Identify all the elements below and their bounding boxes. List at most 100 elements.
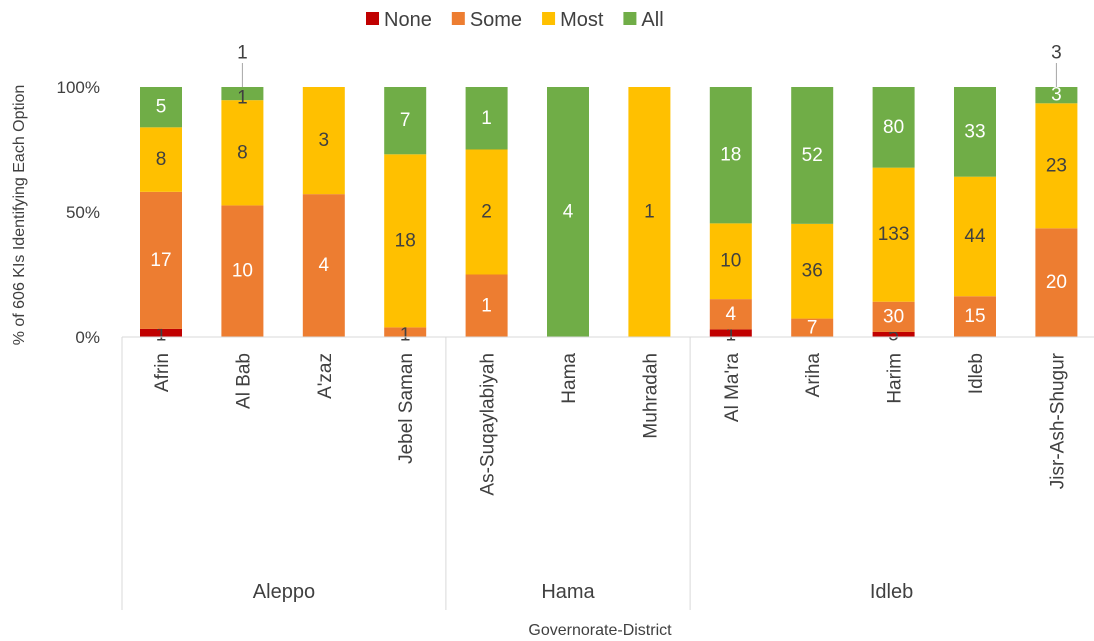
data-label: 1: [400, 325, 411, 346]
x-tick-label: Hama: [559, 353, 580, 404]
bar-stack: 1: [628, 87, 671, 337]
x-tick-label: Harim: [885, 353, 906, 404]
y-tick-label: 0%: [75, 328, 100, 347]
bar-segment-most: [709, 223, 752, 300]
data-label: 4: [726, 304, 737, 325]
data-label: 44: [964, 226, 986, 247]
legend-label: Most: [560, 9, 604, 31]
data-label: 52: [802, 145, 823, 166]
data-label: 1: [237, 88, 248, 109]
group-label: Idleb: [870, 581, 913, 603]
data-label: 36: [802, 261, 823, 282]
x-tick-label: Idleb: [966, 353, 987, 394]
group-label: Hama: [541, 581, 595, 603]
y-tick-label: 100%: [57, 78, 100, 97]
bar-segment-some: [1035, 228, 1078, 337]
data-label: 2: [481, 202, 492, 223]
bar-segment-some: [954, 296, 996, 337]
bar-segment-most: [1035, 103, 1078, 229]
data-label: 1: [481, 295, 492, 316]
group-label: Aleppo: [253, 581, 315, 603]
bar-stack: 20 23 3 3: [1035, 43, 1078, 337]
data-label: 1: [726, 325, 737, 346]
y-axis: 0% 50% 100%: [57, 78, 100, 347]
data-label: 1: [481, 108, 492, 129]
data-label: 1: [156, 325, 167, 346]
data-label: 17: [150, 250, 171, 271]
bar-stack: 43: [302, 87, 345, 337]
bar-segment-most: [791, 223, 834, 319]
data-label: 133: [878, 224, 910, 245]
bar-segment-most: [221, 100, 264, 206]
data-label: 20: [1046, 272, 1067, 293]
x-tick-label: Ariha: [803, 353, 824, 398]
y-tick-label: 50%: [66, 203, 100, 222]
legend-swatch: [542, 12, 556, 25]
data-label: 4: [563, 202, 574, 223]
bar-segment-some: [465, 274, 508, 337]
bar-segment-all: [954, 87, 996, 177]
data-label: 3: [1051, 85, 1062, 106]
bar-segment-none: [872, 331, 915, 337]
bar-segment-some: [221, 205, 264, 337]
bar-segment-all: [384, 87, 427, 155]
data-label: 7: [807, 317, 818, 338]
x-tick-label: Al Ma'ra: [722, 353, 743, 423]
bar-segment-all: [1035, 87, 1078, 104]
bar-segment-some: [791, 318, 834, 337]
bar-segment-all: [872, 87, 915, 168]
bar-segment-some: [872, 301, 915, 332]
data-label: 18: [395, 230, 416, 251]
x-tick-label: Muhradah: [640, 353, 661, 439]
bar-segment-some: [709, 299, 752, 330]
bar-stack: 1 2 1: [465, 87, 508, 337]
data-label: 80: [883, 117, 904, 138]
data-label: 10: [720, 251, 741, 272]
legend-swatch: [451, 12, 465, 25]
x-axis: Afrin Al Bab A'zaz Jebel Saman As-Suqaylabiy…: [121, 336, 1094, 610]
bar-segment-all: [465, 87, 508, 150]
legend-swatch: [623, 12, 637, 25]
data-label: 23: [1046, 155, 1067, 176]
bar-stack: 14 10 18: [709, 87, 752, 346]
bar-stack: 530 133 80: [872, 87, 915, 346]
callout-label: 3: [1051, 43, 1062, 64]
data-label: 8: [156, 149, 167, 170]
bar-segment-all: [791, 87, 834, 224]
legend-label: All: [641, 9, 663, 31]
bar-stack: 1 18 7: [384, 87, 427, 346]
bar-segment-all: [221, 87, 264, 101]
legend-swatch: [366, 12, 379, 25]
bar-segment-most: [872, 167, 915, 302]
bar-stack: 10 8 1 1: [221, 43, 264, 337]
data-label: 7: [400, 110, 411, 131]
data-label: 15: [964, 306, 985, 327]
bar-segment-some: [140, 191, 182, 329]
x-tick-label: Jebel Saman: [396, 353, 417, 464]
x-tick-label: A'zaz: [315, 353, 336, 399]
bar-stack: 7 36 52: [791, 87, 834, 338]
bar-segment-most: [628, 87, 671, 337]
bar-segment-most: [384, 154, 427, 328]
bar-segment-all: [547, 87, 589, 337]
data-label: 10: [232, 261, 253, 282]
data-label: 5: [888, 325, 899, 346]
bar-segment-some: [302, 194, 345, 337]
data-label: 1: [644, 202, 655, 223]
bar-stack: 4: [547, 87, 589, 337]
y-axis-title: % of 606 KIs Identifying Each Option: [11, 85, 28, 346]
x-tick-label: Afrin: [152, 353, 173, 392]
data-label: 4: [319, 255, 330, 276]
data-label: 5: [156, 97, 167, 118]
x-tick-label: As-Suqaylabiyah: [478, 353, 499, 496]
x-tick-label: Jisr-Ash-Shugur: [1047, 352, 1068, 489]
data-label: 8: [237, 142, 248, 163]
x-axis-title: Governorate-District: [528, 622, 672, 639]
bar-segment-most: [140, 127, 182, 192]
data-label: 3: [319, 130, 330, 151]
bar-stack: 15 44 33: [954, 87, 996, 337]
x-tick-label: Al Bab: [233, 353, 254, 409]
data-label: 30: [883, 306, 904, 327]
